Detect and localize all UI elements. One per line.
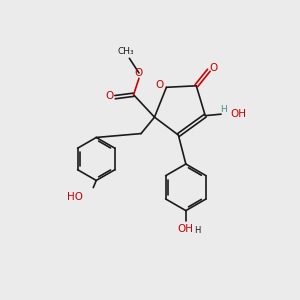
Text: O: O bbox=[135, 68, 143, 78]
Text: HO: HO bbox=[67, 192, 83, 202]
Text: OH: OH bbox=[231, 109, 247, 119]
Text: H: H bbox=[220, 105, 226, 114]
Text: CH₃: CH₃ bbox=[118, 47, 134, 56]
Text: O: O bbox=[209, 63, 218, 73]
Text: OH: OH bbox=[178, 224, 194, 234]
Text: O: O bbox=[106, 91, 114, 101]
Text: H: H bbox=[194, 226, 200, 235]
Text: O: O bbox=[156, 80, 164, 90]
